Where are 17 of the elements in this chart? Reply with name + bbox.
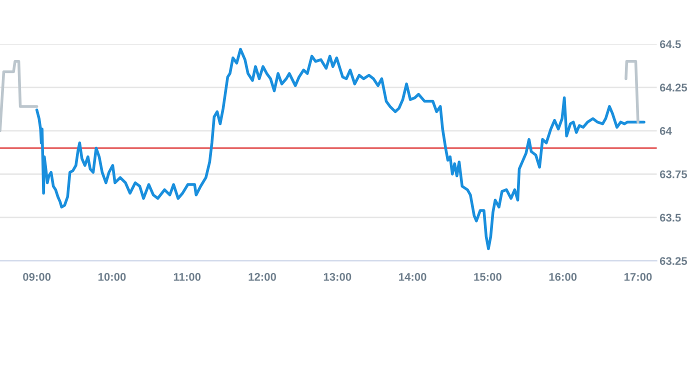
y-tick-label: 64.5 (660, 40, 681, 48)
line-series (0, 60, 38, 132)
x-tick-label: 16:00 (549, 272, 577, 281)
x-tick-label: 13:00 (324, 272, 352, 281)
line-series (35, 48, 646, 250)
x-tick-label: 11:00 (174, 272, 201, 281)
x-tick-label: 14:00 (399, 272, 426, 281)
y-tick-label: 64.25 (660, 84, 688, 92)
y-tick-label: 64 (660, 127, 672, 135)
x-tick-label: 10:00 (98, 272, 126, 281)
x-tick-label: 09:00 (23, 272, 51, 281)
y-tick-label: 63.5 (660, 214, 681, 222)
y-tick-label: 63.25 (660, 257, 688, 265)
x-tick-label: 17:00 (624, 272, 652, 281)
y-tick-label: 63.75 (660, 170, 688, 178)
x-tick-label: 12:00 (248, 272, 276, 281)
x-tick-label: 15:00 (474, 272, 502, 281)
